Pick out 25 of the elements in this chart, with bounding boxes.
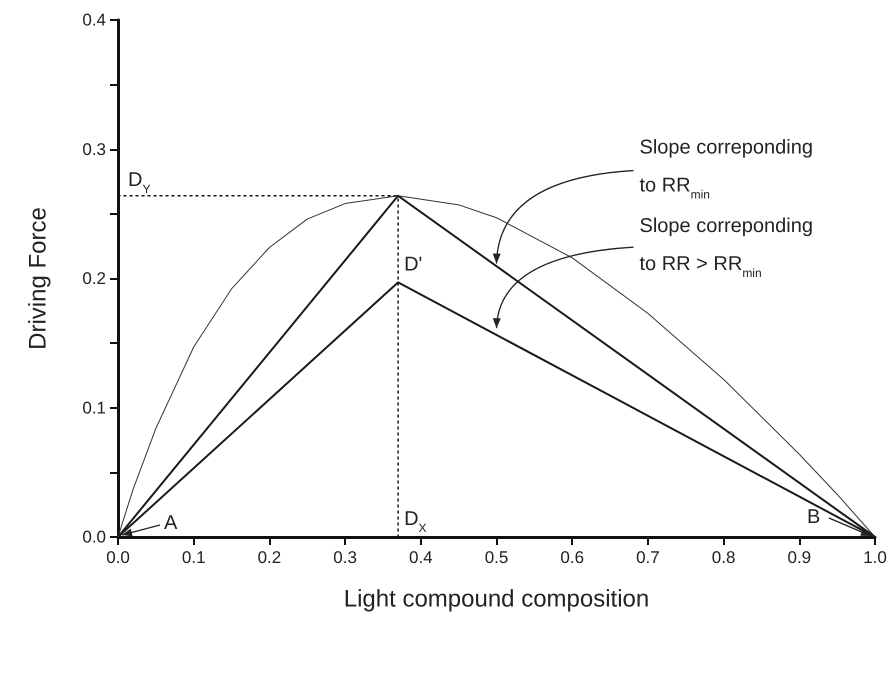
- x-tick-label: 0.5: [484, 548, 508, 567]
- y-tick-label: 0.2: [82, 269, 106, 288]
- y-tick-label: 0.1: [82, 398, 106, 418]
- x-tick-label: 0.4: [408, 548, 433, 567]
- x-tick-label: 0.7: [636, 548, 660, 567]
- annotation: Slope correponding to RR$_{min}$: [640, 136, 813, 202]
- x-tick-label: 0.6: [560, 548, 584, 567]
- annotation: D': [404, 253, 422, 276]
- x-tick-label: 0.0: [106, 548, 130, 567]
- annotation: D$_{Y}$: [128, 168, 150, 196]
- annotation: Slope correponding to RR > RR$_{min}$: [640, 215, 813, 280]
- annotation: A: [164, 512, 178, 534]
- x-tick-label: 0.8: [712, 548, 736, 567]
- y-tick-label: 0.0: [82, 528, 106, 546]
- x-tick-label: 0.3: [333, 548, 357, 567]
- annotation: D$_{X}$: [404, 508, 427, 535]
- x-tick-label: 0.1: [182, 548, 206, 567]
- x-tick-label: 1.0: [863, 548, 887, 567]
- y-tick-label: 0.3: [82, 140, 106, 159]
- y-axis-title: Driving Force: [24, 207, 52, 350]
- x-tick-label: 0.2: [258, 548, 282, 567]
- annotation: B: [807, 506, 820, 528]
- x-tick-label: 0.9: [787, 548, 812, 567]
- x-axis-title: Light compound composition: [344, 586, 650, 612]
- y-tick-label: 0.4: [82, 10, 106, 30]
